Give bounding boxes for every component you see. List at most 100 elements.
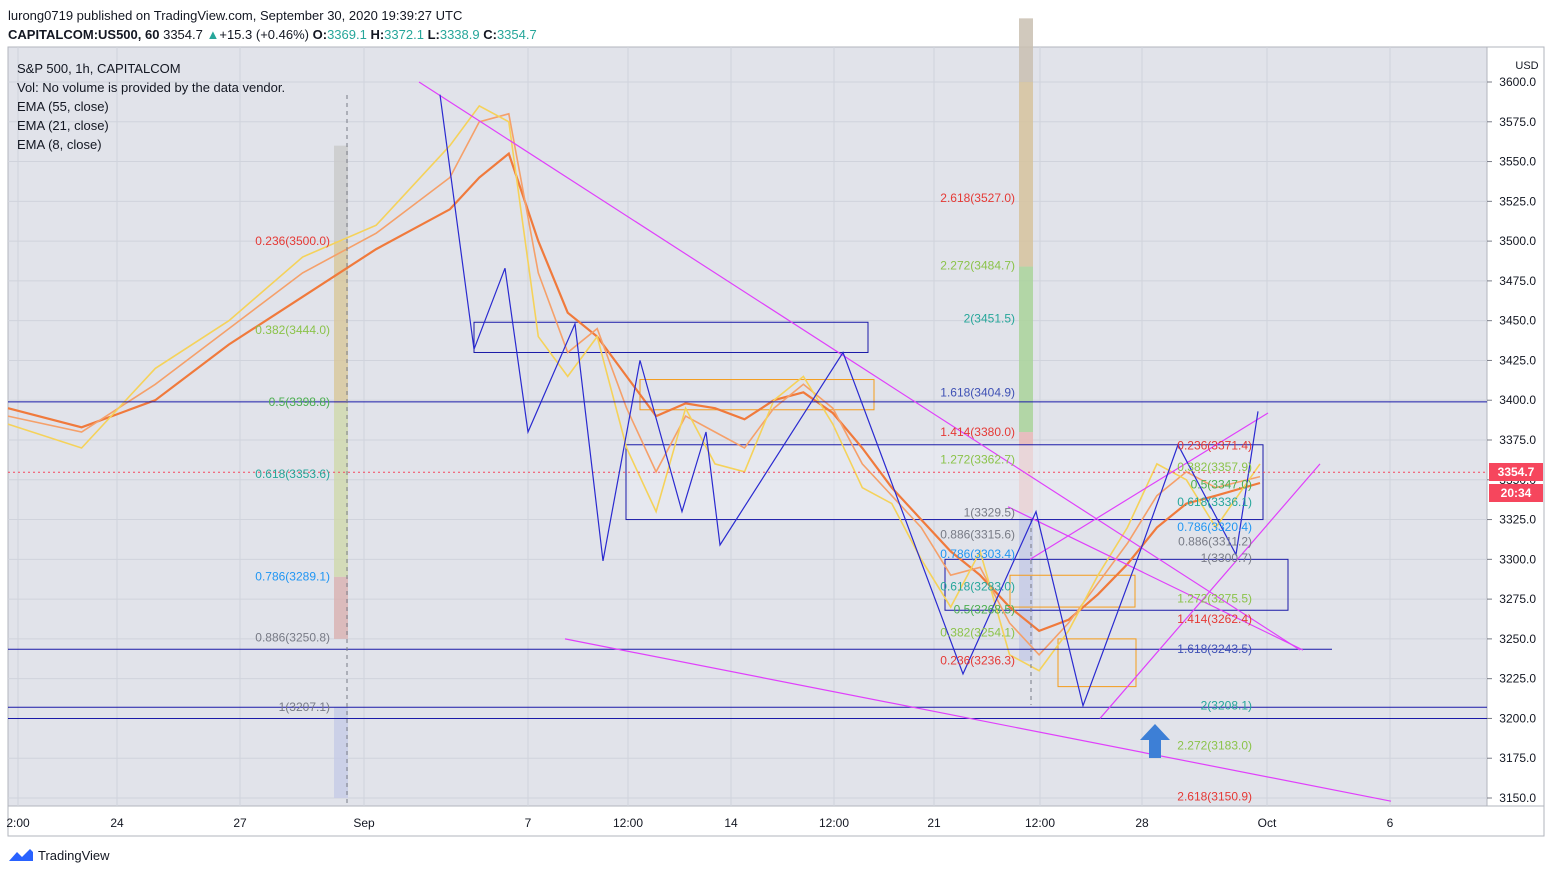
trend-line[interactable] (1007, 506, 1304, 651)
y-tick-label: 3150.0 (1499, 791, 1536, 805)
x-tick-label: 12:00 (613, 816, 643, 830)
fib-level-label: 2.618(3150.9) (1177, 790, 1252, 804)
time-axis-area[interactable] (7, 805, 1545, 837)
y-tick-label: 3425.0 (1499, 353, 1536, 367)
x-tick-label: 6 (1387, 816, 1394, 830)
chart-legend: S&P 500, 1h, CAPITALCOM Vol: No volume i… (17, 59, 285, 154)
fib-level-label: 0.236(3371.4) (1177, 439, 1252, 453)
legend-title: S&P 500, 1h, CAPITALCOM (17, 61, 181, 76)
fib-extension-bar (334, 241, 348, 404)
y-tick-label: 3300.0 (1499, 552, 1536, 566)
symbol-label[interactable]: CAPITALCOM:US500, 60 (8, 27, 160, 42)
plot-area[interactable] (7, 46, 1488, 807)
close-value: 3354.7 (496, 27, 537, 42)
x-tick-label: 21 (927, 816, 941, 830)
y-tick-label: 3250.0 (1499, 632, 1536, 646)
fib-level-label: 2.618(3527.0) (940, 191, 1015, 205)
ema-line-2[interactable] (7, 104, 1261, 672)
currency-label: USD (1515, 60, 1538, 72)
y-tick-label: 3275.0 (1499, 592, 1536, 606)
fib-level-label: 0.5(3398.8) (269, 395, 330, 409)
last-price-tag: 3354.7 (1489, 463, 1543, 481)
fib-level-label: 0.786(3303.4) (940, 547, 1015, 561)
open-label: O: (312, 27, 328, 42)
fib-level-label: 2.272(3484.7) (940, 258, 1015, 272)
fib-extension-bar (1019, 82, 1033, 267)
fib-extension-bar (1019, 18, 1033, 83)
x-tick-label: 27 (233, 816, 247, 830)
fib-level-label: 1.272(3362.7) (940, 453, 1015, 467)
publish-info: lurong0719 published on TradingView.com,… (8, 8, 463, 23)
fib-level-label: 0.886(3250.8) (255, 631, 330, 645)
zone-rectangle[interactable] (625, 444, 1264, 521)
fib-level-label: 0.618(3353.6) (255, 467, 330, 481)
tradingview-footer[interactable]: TradingView (8, 847, 110, 863)
y-tick-label: 3375.0 (1499, 433, 1536, 447)
fib-level-label: 1.414(3262.4) (1177, 612, 1252, 626)
high-label: H: (370, 27, 385, 42)
legend-volume: Vol: No volume is provided by the data v… (17, 80, 286, 95)
x-tick-label: 28 (1135, 816, 1149, 830)
fib-level-label: 2.272(3183.0) (1177, 738, 1252, 752)
x-tick-label: 24 (110, 816, 124, 830)
trend-line[interactable] (1099, 463, 1321, 719)
legend-ema55[interactable]: EMA (55, close) (17, 99, 109, 114)
y-tick-label: 3225.0 (1499, 672, 1536, 686)
y-tick-label: 3500.0 (1499, 234, 1536, 248)
fib-level-label: 1.618(3243.5) (1177, 642, 1252, 656)
fib-level-label: 1.618(3404.9) (940, 385, 1015, 399)
fib-level-label: 0.886(3315.6) (940, 528, 1015, 542)
fib-level-label: 1(3207.1) (279, 700, 330, 714)
zone-rectangle[interactable] (1009, 574, 1136, 608)
change-value: +15.3 (+0.46%) (219, 27, 309, 42)
fib-level-label: 0.786(3289.1) (255, 570, 330, 584)
up-arrow-icon: ▲ (206, 27, 220, 42)
harmonic-zigzag-line[interactable] (439, 94, 1259, 708)
fib-extension-bar (334, 403, 348, 577)
fib-level-label: 0.236(3236.3) (940, 654, 1015, 668)
x-tick-label: 7 (525, 816, 532, 830)
fib-level-label: 0.618(3283.0) (940, 579, 1015, 593)
fib-level-label: 0.236(3500.0) (255, 234, 330, 248)
fib-level-label: 0.5(3347.0) (1191, 478, 1252, 492)
x-tick-label: 2:00 (6, 816, 30, 830)
y-tick-label: 3325.0 (1499, 513, 1536, 527)
fib-level-label: 0.886(3311.2) (1178, 535, 1252, 549)
high-value: 3372.1 (384, 27, 424, 42)
fib-level-label: 1.272(3275.5) (1177, 591, 1252, 605)
fib-level-label: 1.414(3380.0) (940, 425, 1015, 439)
fib-level-label: 0.5(3268.5) (954, 602, 1015, 616)
trend-line[interactable] (418, 81, 1301, 651)
close-label: C: (483, 27, 497, 42)
open-value: 3369.1 (327, 27, 367, 42)
trend-line[interactable] (564, 638, 1392, 802)
legend-ema8[interactable]: EMA (8, close) (17, 137, 102, 152)
symbol-ohlc-line: CAPITALCOM:US500, 60 3354.7 ▲+15.3 (+0.4… (8, 25, 537, 44)
x-tick-label: 14 (724, 816, 738, 830)
trend-line[interactable] (1029, 412, 1269, 560)
fib-level-label: 0.618(3336.1) (1177, 495, 1252, 509)
fib-level-label: 0.382(3357.9) (1177, 460, 1252, 474)
y-tick-label: 3475.0 (1499, 274, 1536, 288)
fib-extension-bar (334, 707, 348, 798)
up-arrow-marker-icon (1140, 724, 1170, 758)
countdown-tag: 20:34 (1489, 484, 1543, 502)
zone-rectangle[interactable] (1057, 638, 1137, 688)
tradingview-logo-icon (9, 849, 33, 861)
y-tick-label: 3450.0 (1499, 314, 1536, 328)
last-price: 3354.7 (163, 27, 203, 42)
x-tick-label: 12:00 (819, 816, 849, 830)
fib-level-label: 0.382(3444.0) (255, 323, 330, 337)
fib-level-label: 0.786(3320.4) (1177, 520, 1252, 534)
y-tick-label: 3600.0 (1499, 75, 1536, 89)
fib-extension-bar (334, 576, 348, 639)
fib-extension-bar (334, 145, 348, 242)
fib-level-label: 1(3329.5) (964, 505, 1015, 519)
legend-ema21[interactable]: EMA (21, close) (17, 118, 109, 133)
zone-rectangle[interactable] (473, 321, 869, 353)
y-tick-label: 3575.0 (1499, 115, 1536, 129)
ema-line-0[interactable] (7, 151, 1261, 633)
y-tick-label: 3200.0 (1499, 711, 1536, 725)
x-tick-label: Sep (353, 816, 375, 830)
